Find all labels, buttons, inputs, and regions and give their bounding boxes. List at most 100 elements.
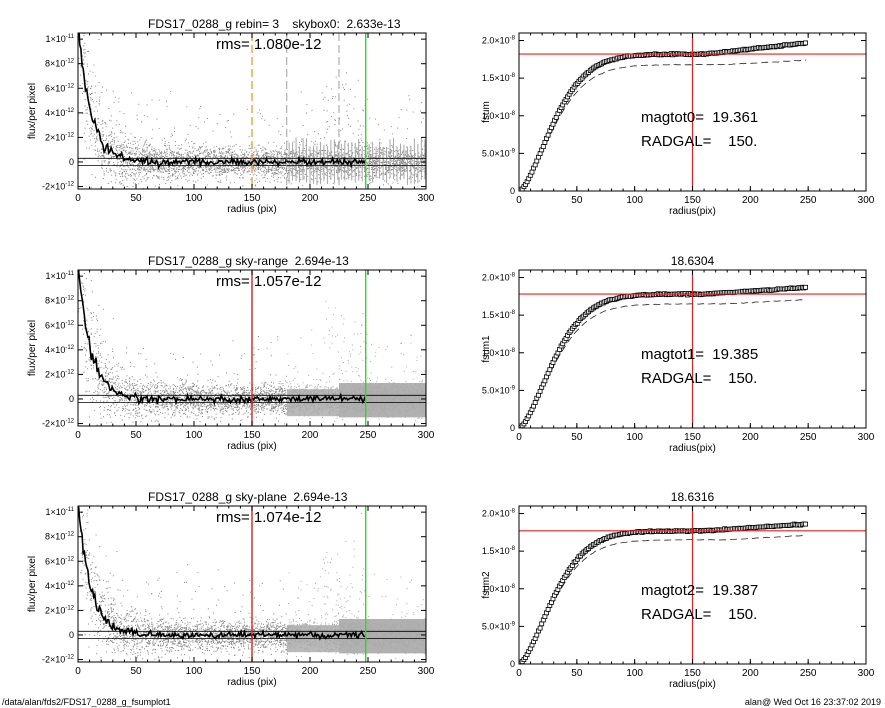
scatter-point (341, 128, 343, 130)
scatter-point (120, 161, 122, 163)
scatter-point (195, 181, 197, 183)
scatter-point (325, 152, 327, 154)
growth-marker (803, 40, 808, 46)
scatter-point (197, 155, 199, 157)
scatter-point (401, 166, 403, 168)
scatter-point (268, 168, 270, 170)
scatter-point (381, 172, 383, 174)
scatter-point (246, 161, 248, 162)
scatter-point (419, 170, 421, 172)
scatter-point (206, 170, 208, 172)
scatter-point (264, 166, 266, 168)
scatter-point (163, 177, 165, 179)
scatter-point (192, 155, 194, 157)
scatter-point (310, 168, 312, 169)
scatter-point (388, 162, 390, 164)
scatter-point (197, 170, 199, 172)
scatter-point (256, 174, 258, 176)
scatter-point (278, 177, 280, 179)
scatter-point (216, 385, 218, 386)
scatter-point (256, 164, 258, 166)
scatter-point (422, 169, 424, 170)
scatter-point (321, 171, 323, 172)
scatter-point (266, 170, 268, 172)
scatter-point (184, 162, 186, 164)
scatter-point (285, 153, 287, 155)
scatter-point (100, 413, 102, 415)
scatter-point (122, 132, 124, 134)
scatter-point (157, 168, 158, 170)
scatter-point (371, 169, 373, 170)
scatter-point (164, 167, 166, 169)
scatter-point (323, 109, 325, 111)
scatter-point (266, 172, 267, 174)
scatter-point (98, 153, 100, 155)
scatter-point (144, 151, 146, 153)
scatter-point (156, 175, 157, 177)
scatter-point (236, 163, 238, 165)
scatter-point (150, 407, 152, 408)
scatter-point (218, 170, 220, 172)
scatter-point (103, 178, 104, 180)
scatter-point (174, 169, 176, 171)
scatter-point (93, 110, 95, 112)
scatter-point (108, 108, 110, 109)
scatter-point (242, 164, 244, 166)
scatter-point (206, 184, 208, 186)
scatter-point (221, 167, 223, 169)
scatter-point (169, 154, 170, 156)
scatter-point (409, 170, 411, 172)
scatter-point (228, 163, 229, 164)
scatter-point (211, 152, 213, 154)
scatter-point (268, 124, 270, 126)
scatter-point (264, 159, 265, 161)
y-tick-label: -2×10-12 (42, 182, 75, 192)
scatter-point (84, 25, 85, 26)
scatter-point (355, 149, 357, 151)
scatter-point (189, 175, 191, 177)
scatter-point (235, 170, 237, 172)
scatter-point (173, 154, 174, 156)
scatter-point (212, 175, 214, 177)
scatter-point (94, 138, 96, 140)
scatter-point (113, 101, 115, 103)
scatter-point (110, 145, 112, 147)
scatter-point (250, 161, 252, 163)
scatter-point (193, 172, 195, 174)
scatter-point (339, 161, 341, 163)
scatter-point (187, 152, 188, 154)
scatter-point (284, 168, 286, 169)
scatter-point (232, 153, 234, 155)
scatter-point (149, 164, 151, 165)
scatter-point (326, 172, 328, 174)
scatter-point (214, 164, 215, 166)
scatter-point (229, 159, 230, 161)
scatter-point (85, 112, 87, 114)
scatter-point (347, 173, 348, 175)
scatter-point (103, 155, 105, 157)
scatter-point (154, 185, 156, 187)
scatter-point (352, 144, 354, 146)
scatter-point (314, 166, 316, 168)
scatter-point (334, 118, 336, 120)
scatter-point (241, 388, 243, 390)
scatter-point (305, 145, 307, 147)
scatter-point (125, 381, 127, 383)
scatter-point (299, 156, 301, 158)
scatter-point (127, 194, 128, 195)
growth-1-plot-area (519, 33, 866, 191)
scatter-point (364, 153, 366, 155)
scatter-point (258, 168, 260, 169)
scatter-point (177, 147, 179, 149)
scatter-point (222, 166, 224, 168)
scatter-point (293, 156, 295, 157)
scatter-point (111, 132, 113, 134)
scatter-point (342, 153, 344, 155)
scatter-point (117, 153, 119, 154)
scatter-point (126, 162, 128, 164)
scatter-point (265, 171, 267, 173)
scatter-point (248, 135, 250, 137)
scatter-point (113, 161, 115, 163)
scatter-point (159, 152, 161, 154)
profile-1-panel: 0 50 100 150 200 250 300-2×10-1202×10-124×10-1… (27, 17, 435, 215)
